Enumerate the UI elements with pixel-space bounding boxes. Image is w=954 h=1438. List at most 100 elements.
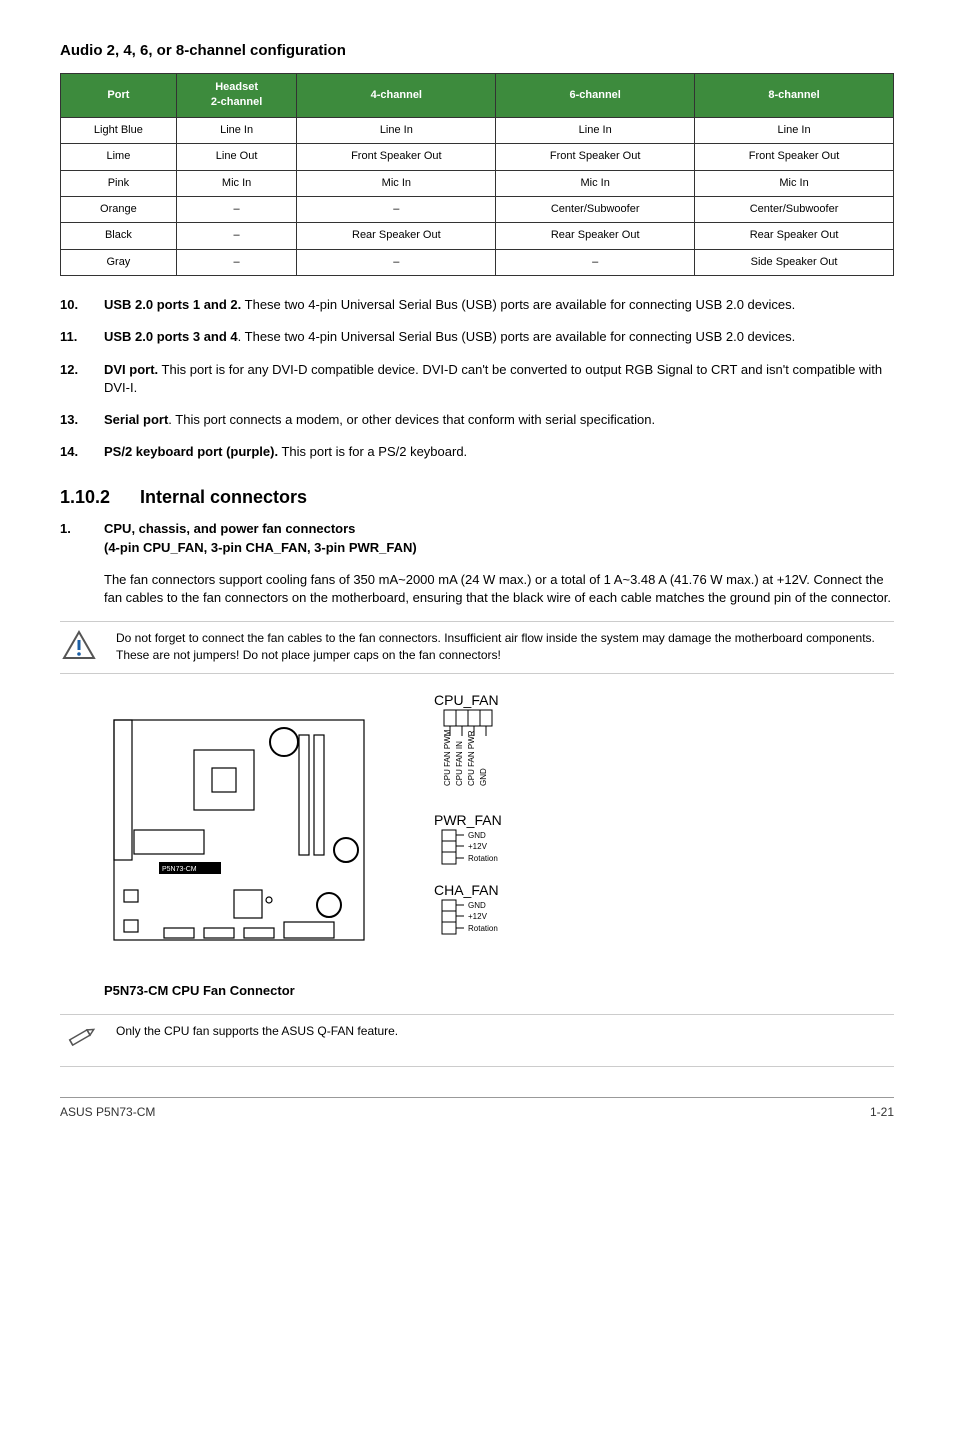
table-cell: Mic In: [695, 170, 894, 196]
pwr-fan-label: PWR_FAN: [434, 812, 502, 828]
table-row: Gray–––Side Speaker Out: [61, 249, 894, 275]
table-cell: –: [297, 196, 496, 222]
connector-1-title2: (4-pin CPU_FAN, 3-pin CHA_FAN, 3-pin PWR…: [104, 540, 417, 555]
connector-1: 1. CPU, chassis, and power fan connector…: [60, 520, 894, 556]
item-13: 13. Serial port. This port connects a mo…: [60, 411, 894, 429]
table-cell: Rear Speaker Out: [496, 223, 695, 249]
table-row: Light BlueLine InLine InLine InLine In: [61, 117, 894, 143]
item-11-bold: USB 2.0 ports 3 and 4: [104, 329, 238, 344]
item-13-num: 13.: [60, 411, 104, 429]
table-cell: Line In: [176, 117, 297, 143]
item-13-bold: Serial port: [104, 412, 168, 427]
table-cell: Lime: [61, 144, 177, 170]
item-10-rest: These two 4-pin Universal Serial Bus (US…: [241, 297, 795, 312]
subsection-num: 1.10.2: [60, 485, 140, 510]
subsection-title: Internal connectors: [140, 487, 307, 507]
audio-config-title: Audio 2, 4, 6, or 8-channel configuratio…: [60, 40, 894, 61]
table-cell: Front Speaker Out: [695, 144, 894, 170]
warning-icon: [60, 630, 98, 665]
table-cell: –: [297, 249, 496, 275]
item-14-num: 14.: [60, 443, 104, 461]
cha-fan-label: CHA_FAN: [434, 882, 499, 898]
th-2ch: Headset2-channel: [176, 74, 297, 118]
item-10-bold: USB 2.0 ports 1 and 2.: [104, 297, 241, 312]
th-8ch: 8-channel: [695, 74, 894, 118]
footer-left: ASUS P5N73-CM: [60, 1104, 155, 1121]
table-cell: –: [176, 196, 297, 222]
subsection-heading: 1.10.2Internal connectors: [60, 485, 894, 510]
table-cell: Rear Speaker Out: [297, 223, 496, 249]
table-cell: Line In: [297, 117, 496, 143]
table-row: LimeLine OutFront Speaker OutFront Speak…: [61, 144, 894, 170]
svg-text:Rotation: Rotation: [468, 924, 498, 933]
pencil-note: Only the CPU fan supports the ASUS Q-FAN…: [60, 1014, 894, 1067]
board-label: P5N73-CM: [162, 866, 197, 873]
item-14-body: PS/2 keyboard port (purple). This port i…: [104, 443, 894, 461]
th-4ch: 4-channel: [297, 74, 496, 118]
connector-1-title1: CPU, chassis, and power fan connectors: [104, 521, 355, 536]
item-10-num: 10.: [60, 296, 104, 314]
table-row: Orange––Center/SubwooferCenter/Subwoofer: [61, 196, 894, 222]
table-cell: Center/Subwoofer: [496, 196, 695, 222]
table-cell: Mic In: [496, 170, 695, 196]
warning-text: Do not forget to connect the fan cables …: [116, 630, 894, 664]
table-cell: Mic In: [297, 170, 496, 196]
item-12-body: DVI port. This port is for any DVI-D com…: [104, 361, 894, 397]
audio-config-table: Port Headset2-channel 4-channel 6-channe…: [60, 73, 894, 276]
th-2ch-label: Headset2-channel: [211, 81, 262, 108]
connector-1-body: The fan connectors support cooling fans …: [104, 571, 894, 607]
item-11: 11. USB 2.0 ports 3 and 4. These two 4-p…: [60, 328, 894, 346]
svg-text:GND: GND: [468, 831, 486, 840]
item-14-rest: This port is for a PS/2 keyboard.: [278, 444, 467, 459]
item-13-body: Serial port. This port connects a modem,…: [104, 411, 894, 429]
cpu-fan-label: CPU_FAN: [434, 692, 499, 708]
warning-note: Do not forget to connect the fan cables …: [60, 621, 894, 674]
item-12-bold: DVI port.: [104, 362, 158, 377]
connector-1-head: CPU, chassis, and power fan connectors (…: [104, 520, 894, 556]
table-cell: –: [176, 223, 297, 249]
th-port: Port: [61, 74, 177, 118]
item-13-rest: . This port connects a modem, or other d…: [168, 412, 655, 427]
pencil-text: Only the CPU fan supports the ASUS Q-FAN…: [116, 1023, 894, 1040]
table-cell: Gray: [61, 249, 177, 275]
table-cell: Mic In: [176, 170, 297, 196]
item-11-body: USB 2.0 ports 3 and 4. These two 4-pin U…: [104, 328, 894, 346]
table-cell: Side Speaker Out: [695, 249, 894, 275]
table-cell: Orange: [61, 196, 177, 222]
table-cell: Front Speaker Out: [496, 144, 695, 170]
table-cell: Center/Subwoofer: [695, 196, 894, 222]
item-11-num: 11.: [60, 328, 104, 346]
page-footer: ASUS P5N73-CM 1-21: [60, 1097, 894, 1121]
item-14-bold: PS/2 keyboard port (purple).: [104, 444, 278, 459]
fan-connector-diagram: P5N73-CM CPU_FAN CPU FAN PWM CPU FAN IN …: [104, 690, 894, 999]
table-cell: Line In: [695, 117, 894, 143]
table-cell: Line In: [496, 117, 695, 143]
table-cell: Pink: [61, 170, 177, 196]
item-12-rest: This port is for any DVI-D compatible de…: [104, 362, 882, 395]
item-14: 14. PS/2 keyboard port (purple). This po…: [60, 443, 894, 461]
item-11-rest: . These two 4-pin Universal Serial Bus (…: [238, 329, 796, 344]
connector-1-num: 1.: [60, 520, 104, 556]
svg-text:Rotation: Rotation: [468, 854, 498, 863]
diagram-caption: P5N73-CM CPU Fan Connector: [104, 982, 894, 1000]
item-12: 12. DVI port. This port is for any DVI-D…: [60, 361, 894, 397]
item-10: 10. USB 2.0 ports 1 and 2. These two 4-p…: [60, 296, 894, 314]
svg-text:CPU FAN PWR: CPU FAN PWR: [467, 731, 476, 787]
table-cell: Black: [61, 223, 177, 249]
table-row: PinkMic InMic InMic InMic In: [61, 170, 894, 196]
table-cell: –: [496, 249, 695, 275]
svg-text:CPU FAN IN: CPU FAN IN: [455, 741, 464, 786]
table-cell: Line Out: [176, 144, 297, 170]
table-cell: –: [176, 249, 297, 275]
table-cell: Rear Speaker Out: [695, 223, 894, 249]
svg-text:GND: GND: [479, 768, 488, 786]
footer-right: 1-21: [870, 1104, 894, 1121]
svg-text:CPU FAN PWM: CPU FAN PWM: [443, 730, 452, 787]
table-cell: Front Speaker Out: [297, 144, 496, 170]
svg-text:+12V: +12V: [468, 842, 488, 851]
pencil-icon: [60, 1023, 98, 1058]
item-12-num: 12.: [60, 361, 104, 397]
svg-text:+12V: +12V: [468, 912, 488, 921]
th-6ch: 6-channel: [496, 74, 695, 118]
svg-text:GND: GND: [468, 901, 486, 910]
